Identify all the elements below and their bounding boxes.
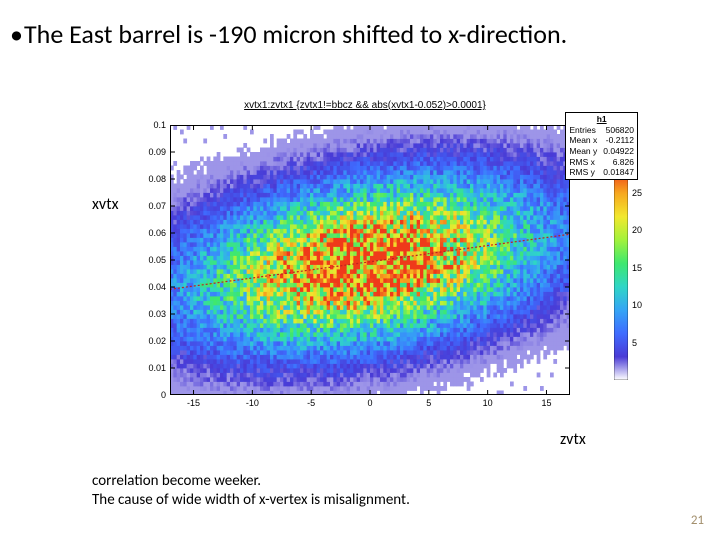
caption: correlation become weeker. The cause of … xyxy=(92,472,410,510)
stats-rmsx: 6.826 xyxy=(613,157,634,168)
y-axis-ticks: 00.010.020.030.040.050.060.070.080.090.1 xyxy=(130,125,168,395)
stats-meanx: -0.2112 xyxy=(606,135,634,146)
plot-area xyxy=(170,125,570,395)
stats-label: RMS y xyxy=(569,167,595,178)
stats-label: Mean y xyxy=(569,146,597,157)
colorbar-svg xyxy=(614,170,628,380)
stats-meany: 0.04922 xyxy=(603,146,634,157)
colorbar-ticks: 510152025 xyxy=(632,170,652,380)
stats-label: Entries xyxy=(569,125,595,136)
chart-title: xvtx1:zvtx1 {zvtx1!=bbcz && abs(xvtx1-0.… xyxy=(244,100,486,111)
bullet-text: The East barrel is -190 micron shifted t… xyxy=(24,18,567,51)
heatmap-svg xyxy=(170,125,570,395)
stats-label: RMS x xyxy=(569,157,595,168)
colorbar xyxy=(614,170,628,380)
stats-entries: 506820 xyxy=(606,125,634,136)
y-axis-label: xvtx xyxy=(92,195,119,214)
x-axis-ticks: -15-10-5051015 xyxy=(170,396,570,410)
caption-line-2: The cause of wide width of x-vertex is m… xyxy=(92,491,410,510)
caption-line-1: correlation become weeker. xyxy=(92,472,410,491)
stats-box: h1 Entries 506820 Mean x -0.2112 Mean y 0.0… xyxy=(565,112,638,180)
x-axis-label: zvtx xyxy=(560,430,586,449)
stats-label: Mean x xyxy=(569,135,597,146)
chart-container: xvtx1:zvtx1 {zvtx1!=bbcz && abs(xvtx1-0.… xyxy=(130,100,600,430)
page-number: 21 xyxy=(691,513,704,528)
stats-name: h1 xyxy=(569,114,634,125)
stats-rmsy: 0.01847 xyxy=(603,167,634,178)
